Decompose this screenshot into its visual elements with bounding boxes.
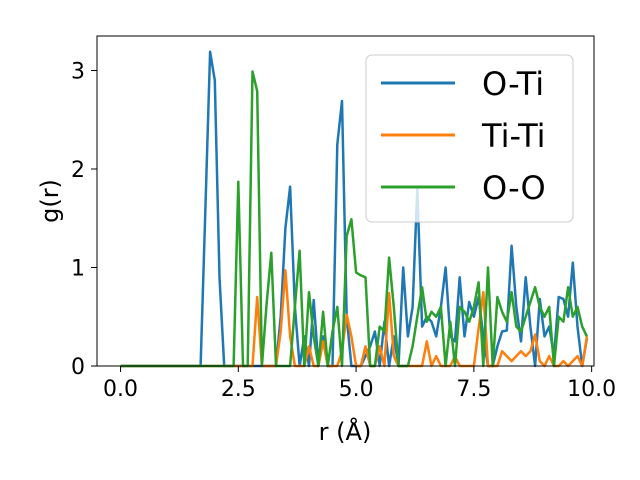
- y-tick-label: 3: [71, 59, 85, 84]
- legend-label-o-ti: O-Ti: [482, 65, 544, 103]
- plot-frame: [96, 35, 595, 367]
- y-tick-label: 0: [71, 355, 85, 380]
- x-axis-ticks: 0.0 2.5 5.0 7.5 10.0: [103, 366, 616, 402]
- x-tick-label: 7.5: [456, 377, 491, 402]
- x-tick-label: 0.0: [103, 377, 138, 402]
- series-line-o-ti: [120, 50, 589, 368]
- x-axis-label: r (Å): [319, 417, 372, 446]
- legend-box: [365, 54, 574, 223]
- y-axis-ticks: 0 1 2 3: [71, 59, 97, 380]
- y-tick-label: 1: [71, 256, 85, 281]
- x-tick-label: 5.0: [339, 377, 374, 402]
- legend-items: O-Ti Ti-Ti O-O: [381, 65, 546, 207]
- x-tick-label: 2.5: [221, 377, 256, 402]
- y-axis-label: g(r): [36, 179, 64, 223]
- legend: O-Ti Ti-Ti O-O: [365, 54, 574, 223]
- x-tick-label: 10.0: [567, 377, 616, 402]
- y-tick-label: 2: [71, 158, 85, 183]
- legend-label-ti-ti: Ti-Ti: [481, 117, 546, 155]
- legend-label-o-o: O-O: [482, 169, 546, 207]
